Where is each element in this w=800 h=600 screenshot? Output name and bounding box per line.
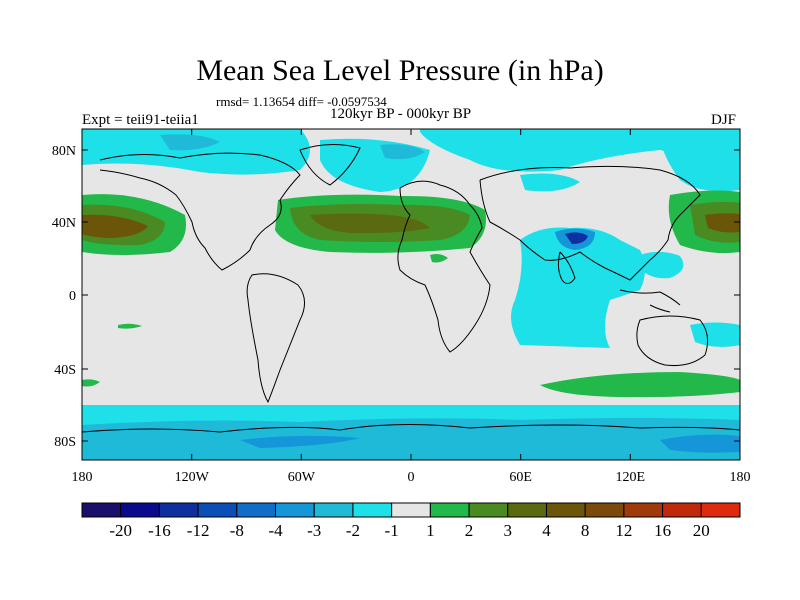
colorbar-swatch [391,502,431,518]
lon-label: 60W [288,470,316,485]
colorbar-label: -16 [148,521,171,540]
colorbar-label: -1 [385,521,399,540]
colorbar-swatch [662,502,702,518]
colorbar-label: 12 [615,521,632,540]
lon-label: 120W [175,470,210,485]
colorbar-swatch [236,502,277,518]
lat-label: 40N [52,216,76,231]
colorbar-label: 4 [542,521,551,540]
lon-label: 180 [730,470,751,485]
colorbar-swatch [81,502,122,518]
lat-label: 40S [54,363,76,378]
colorbar-swatch [623,502,664,518]
colorbar-label: -20 [109,521,132,540]
latitude-axis: 80N 40N 0 40S 80S [52,144,740,450]
colorbar-swatch [158,502,199,518]
colorbar-swatch [275,502,315,518]
map-subtitle: 120kyr BP - 000kyr BP [330,106,472,122]
pressure-field [82,129,740,460]
experiment-label: Expt = teii91-teiia1 [82,112,199,128]
season-label: DJF [711,112,737,128]
stats-line: rmsd= 1.13654 diff= -0.0597534 [216,94,387,109]
lon-label: 120E [616,470,646,485]
map-title: Mean Sea Level Pressure (in hPa) [196,54,604,87]
colorbar: -20 -16 -12 -8 -4 -3 -2 -1 1 2 3 4 8 12 16 20 [81,502,741,540]
lat-label: 80S [54,435,76,450]
lat-label: 80N [52,144,76,159]
colorbar-swatch [429,502,470,518]
lon-label: 60E [509,470,532,485]
colorbar-label: -3 [307,521,321,540]
lat-label: 0 [69,289,76,304]
colorbar-label: 2 [465,521,474,540]
colorbar-swatch [700,502,741,518]
colorbar-label: -8 [230,521,244,540]
colorbar-label: 16 [654,521,671,540]
colorbar-label: 1 [426,521,435,540]
colorbar-swatch [352,502,393,518]
colorbar-label: 20 [693,521,710,540]
colorbar-swatch [120,502,160,518]
lon-label: 180 [72,470,93,485]
colorbar-label: -12 [187,521,210,540]
colorbar-label: 8 [581,521,590,540]
coastlines [82,144,740,433]
colorbar-swatch [584,502,625,518]
lon-label: 0 [408,470,415,485]
longitude-axis: 180 120W 60W 0 60E 120E 180 [72,129,751,485]
colorbar-swatch [313,502,354,518]
colorbar-swatch [468,502,509,518]
colorbar-swatch [197,502,238,518]
colorbar-swatch [545,502,586,518]
colorbar-label: -4 [268,521,283,540]
colorbar-label: 3 [504,521,513,540]
colorbar-swatch [507,502,547,518]
colorbar-label: -2 [346,521,360,540]
